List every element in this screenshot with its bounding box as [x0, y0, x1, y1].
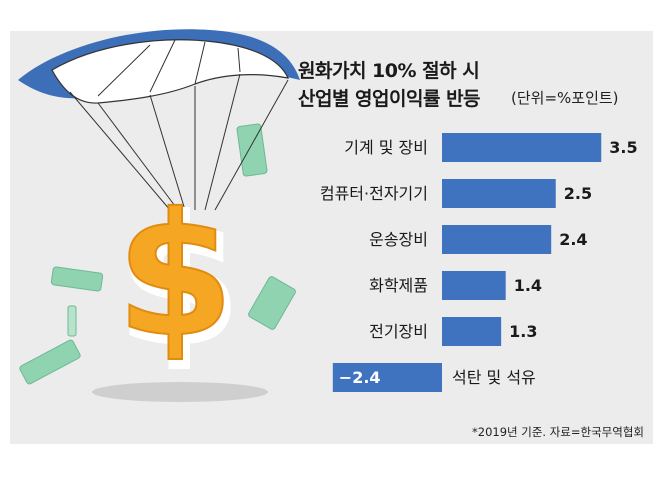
svg-text:$: $ [120, 183, 238, 381]
svg-text:$: $ [116, 177, 234, 375]
bar-4 [442, 317, 502, 346]
category-label-2: 운송장비 [369, 230, 428, 249]
value-label-3: 1.4 [514, 276, 542, 295]
bar-5 [332, 363, 442, 392]
bar-0 [442, 133, 602, 162]
dollar-shadow [92, 382, 268, 402]
bar-2 [442, 225, 552, 254]
unit-label: (단위=%포인트) [511, 89, 619, 107]
category-label-3: 화학제품 [369, 276, 428, 295]
category-label-1: 컴퓨터·전자기기 [320, 184, 428, 203]
dollar-sign-icon: $ $ [115, 176, 242, 385]
bar-1 [442, 179, 556, 208]
banknote-icon [19, 123, 296, 385]
bar-3 [442, 271, 506, 300]
category-label-4: 전기장비 [369, 322, 428, 341]
value-label-5: −2.4 [339, 368, 381, 387]
chart-title-line1: 원화가치 10% 절하 시 [298, 60, 480, 82]
parachute-icon [18, 29, 300, 211]
category-label-0: 기계 및 장비 [344, 138, 428, 157]
value-label-4: 1.3 [509, 322, 537, 341]
category-label-5: 석탄 및 석유 [452, 368, 536, 387]
value-label-0: 3.5 [609, 138, 637, 157]
value-label-1: 2.5 [564, 184, 592, 203]
chart-title-line2: 산업별 영업이익률 반등 [298, 88, 481, 110]
value-label-2: 2.4 [559, 230, 587, 249]
source-note: *2019년 기준. 자료=한국무역협회 [472, 425, 644, 439]
